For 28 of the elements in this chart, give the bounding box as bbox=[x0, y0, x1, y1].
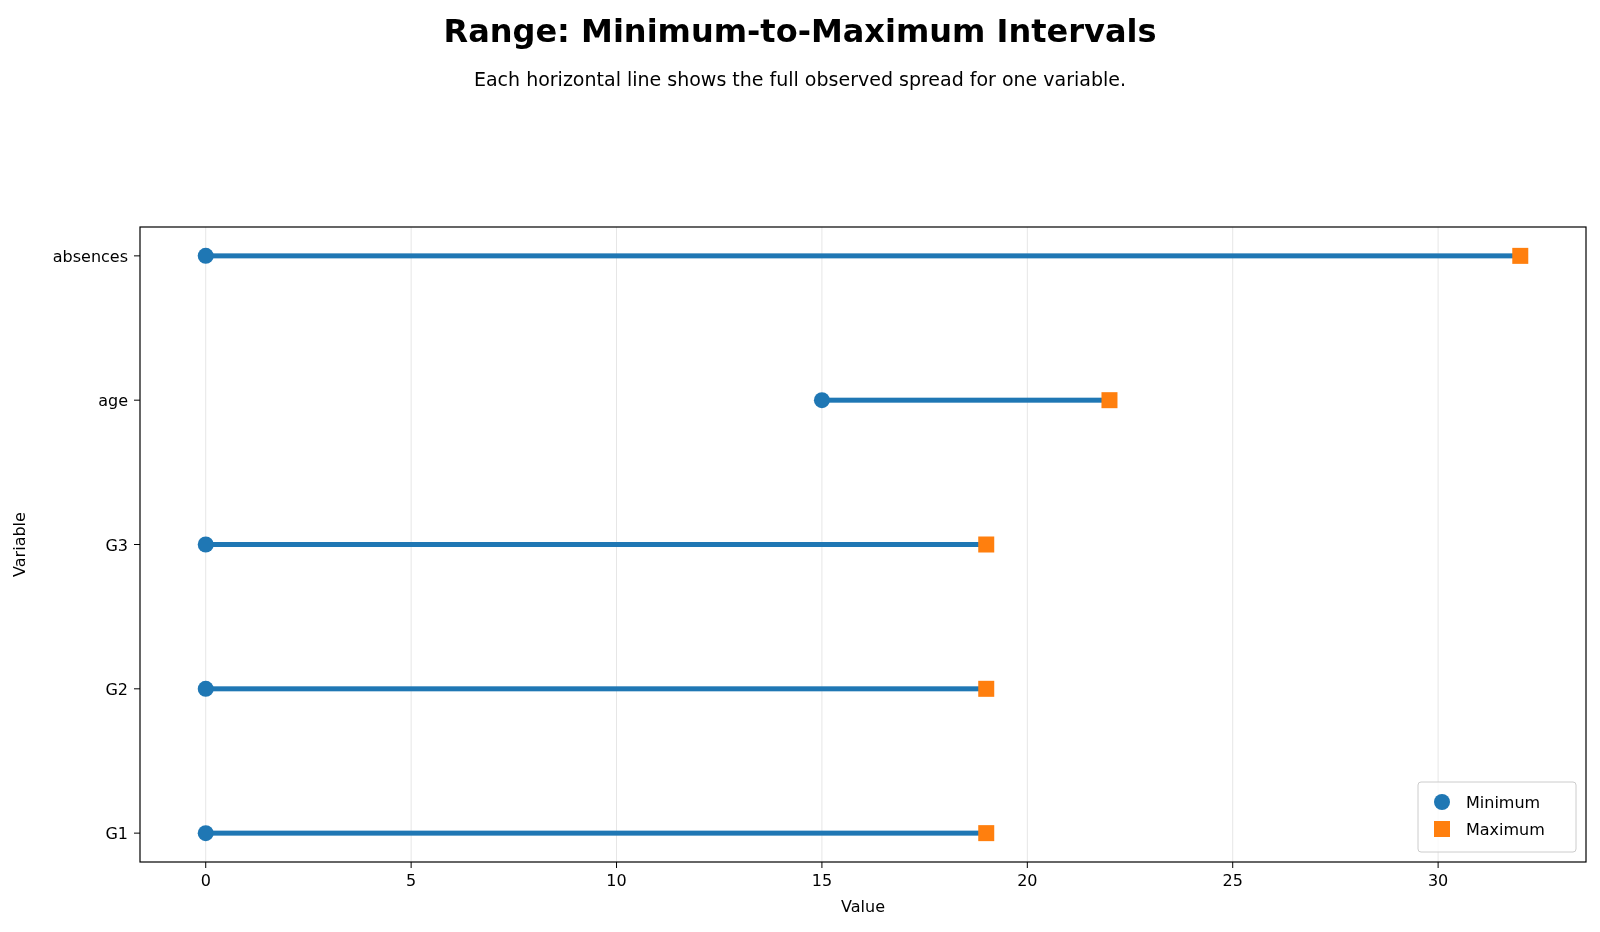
x-tick-label: 10 bbox=[606, 871, 627, 890]
point bbox=[1101, 392, 1118, 409]
point bbox=[978, 680, 995, 697]
y-tick-label: G3 bbox=[105, 535, 128, 555]
point bbox=[197, 247, 214, 264]
point bbox=[197, 536, 214, 553]
x-tick-label: 20 bbox=[1017, 871, 1038, 890]
y-tick-label: G2 bbox=[105, 679, 128, 699]
point bbox=[978, 536, 995, 553]
x-tick-label: 5 bbox=[406, 871, 417, 890]
x-tick-label: 30 bbox=[1427, 871, 1449, 890]
chart-title: Range: Minimum-to-Maximum Intervals bbox=[443, 12, 1157, 50]
point bbox=[197, 825, 214, 842]
y-tick-label: G1 bbox=[105, 824, 128, 844]
point bbox=[978, 825, 995, 842]
chart-subtitle: Each horizontal line shows the full observed spread for one variable. bbox=[473, 68, 1127, 90]
x-tick-label: 15 bbox=[811, 871, 833, 890]
legend-label: Maximum bbox=[1466, 820, 1545, 839]
x-tick-label: 25 bbox=[1222, 871, 1243, 890]
point bbox=[1512, 247, 1529, 264]
y-axis-title: Variable bbox=[10, 512, 29, 577]
y-tick-label: absences bbox=[52, 246, 128, 266]
point bbox=[197, 680, 214, 697]
point bbox=[813, 392, 830, 409]
x-tick-label: 0 bbox=[200, 871, 211, 890]
x-axis-title: Value bbox=[841, 897, 885, 916]
y-tick-label: age bbox=[98, 391, 128, 411]
legend-label: Minimum bbox=[1466, 793, 1541, 812]
